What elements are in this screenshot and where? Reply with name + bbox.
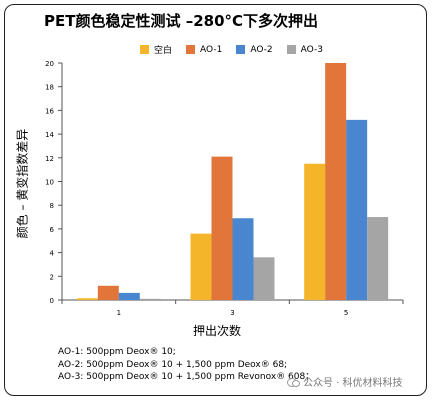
legend-label-1: AO-1 <box>200 44 223 55</box>
wechat-icon <box>287 377 300 387</box>
bar-ao-3-1 <box>139 298 161 300</box>
legend-item-3: AO-3 <box>286 43 323 56</box>
bar-ao-1-5 <box>325 63 347 300</box>
legend-swatch-1 <box>186 45 196 54</box>
y-tick-label-5: 10 <box>45 179 54 187</box>
watermark: 公众号 · 科优材料科技 <box>287 374 403 389</box>
bar-ao-3-3 <box>253 257 275 300</box>
y-tick-label-8: 16 <box>45 107 54 115</box>
x-tick-label-0: 1 <box>117 309 121 317</box>
bar-空白-5 <box>304 163 326 300</box>
legend-swatch-0 <box>140 45 149 54</box>
bar-ao-2-3 <box>232 218 254 300</box>
watermark-text: 公众号 · 科优材料科技 <box>303 378 403 389</box>
y-tick-label-1: 2 <box>50 273 54 281</box>
chart-frame <box>4 4 427 396</box>
y-tick-label-9: 18 <box>45 84 54 92</box>
x-tick-label-2: 5 <box>344 309 348 317</box>
y-tick-label-7: 14 <box>45 131 54 139</box>
y-tick-label-3: 6 <box>50 226 55 234</box>
x-tick-label-1: 3 <box>230 309 234 317</box>
y-tick-label-0: 0 <box>50 297 54 305</box>
y-tick-label-2: 4 <box>50 250 55 258</box>
legend-swatch-2 <box>236 45 246 54</box>
y-tick-label-4: 8 <box>50 202 54 210</box>
legend-swatch-3 <box>286 45 296 54</box>
legend-label-2: AO-2 <box>250 44 273 55</box>
y-axis-label: 颜色 – 黄变指数差异 <box>15 128 30 239</box>
bar-ao-1-3 <box>211 156 233 300</box>
legend-label-0: 空白 <box>154 46 173 56</box>
footnote-ao2: AO-2: 500ppm Deox® 10 + 1,500 ppm Deox® … <box>58 359 288 370</box>
bar-空白-1 <box>76 298 98 300</box>
legend-item-1: AO-1 <box>186 43 222 56</box>
footnote-ao1: AO-1: 500ppm Deox® 10; <box>58 347 176 357</box>
legend-item-0: 空白 <box>140 43 172 56</box>
bar-ao-1-1 <box>97 285 119 300</box>
y-tick-label-10: 20 <box>45 60 54 68</box>
bar-ao-2-1 <box>118 292 140 300</box>
footnotes: AO-1: 500ppm Deox® 10; AO-2: 500ppm Deox… <box>58 346 314 384</box>
bar-空白-3 <box>190 233 212 300</box>
bar-ao-3-5 <box>367 217 389 300</box>
footnote-ao3: AO-3: 500ppm Deox® 10 + 1,500 ppm Revono… <box>58 372 315 382</box>
y-tick-label-6: 12 <box>45 155 54 163</box>
legend: 空白 AO-1 AO-2 AO-3 <box>140 43 323 56</box>
bar-ao-2-5 <box>346 119 368 300</box>
chart-title: PET颜色稳定性测试 –280°C下多次押出 <box>44 12 319 30</box>
legend-item-2: AO-2 <box>236 43 273 56</box>
legend-label-3: AO-3 <box>300 44 323 55</box>
x-axis-label: 押出次数 <box>192 324 241 338</box>
